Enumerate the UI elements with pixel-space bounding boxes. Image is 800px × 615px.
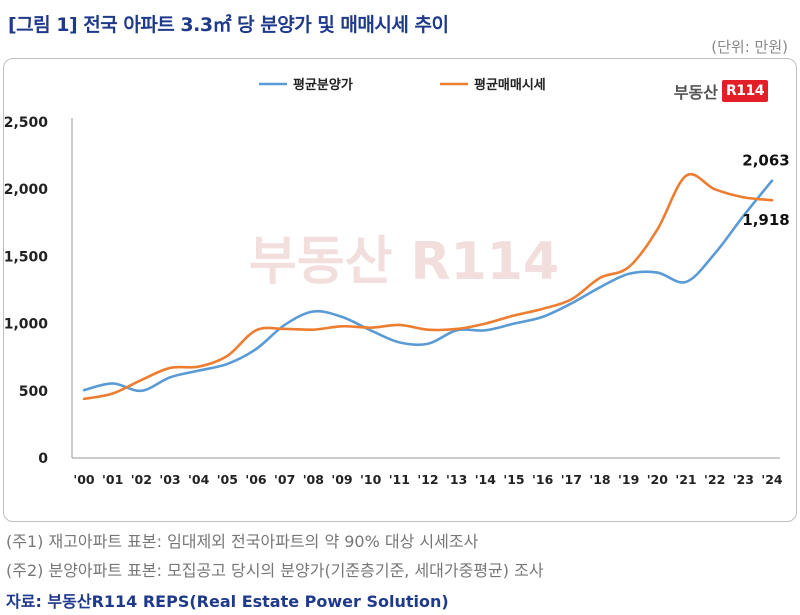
x-tick-label: '20 [647, 472, 669, 487]
x-tick-label: '02 [131, 472, 152, 487]
x-tick-label: '06 [245, 472, 267, 487]
y-tick-label: 1,000 [4, 317, 48, 333]
source-line: 자료: 부동산R114 REPS(Real Estate Power Solut… [6, 592, 449, 611]
watermark: 부동산 R114 [249, 232, 559, 292]
data-label: 1,918 [742, 211, 789, 229]
x-tick-label: '05 [217, 472, 238, 487]
data-label: 2,063 [742, 152, 789, 170]
x-tick-label: '10 [360, 472, 382, 487]
series-line-1 [82, 179, 774, 393]
x-tick-label: '23 [733, 472, 754, 487]
footnote-1: (주1) 재고아파트 표본: 임대제외 전국아파트의 약 90% 대상 시세조사 [6, 532, 479, 551]
x-tick-label: '15 [503, 472, 524, 487]
x-tick-label: '08 [303, 472, 324, 487]
x-tick-label: '09 [331, 472, 352, 487]
x-tick-label: '22 [704, 472, 725, 487]
footnote-2: (주2) 분양아파트 표본: 모집공고 당시의 분양가(기준층기준, 세대가중평… [6, 561, 544, 580]
logo-text: 부동산 [673, 83, 718, 102]
logo-badge: R114 [721, 80, 768, 102]
y-tick-label: 1,500 [4, 249, 48, 265]
line-chart: 부동산 R114 0 500 1,000 1,500 2,000 2,500 '00 '01 '0… [4, 77, 790, 487]
legend-label: 평균분양가 [293, 77, 353, 93]
x-tick-label: '07 [274, 472, 295, 487]
y-tick-label: 2,500 [4, 115, 48, 131]
x-tick-label: '14 [475, 472, 497, 487]
x-tick-label: '17 [561, 472, 582, 487]
x-tick-label: '00 [73, 472, 95, 487]
y-tick-label: 0 [38, 451, 48, 467]
x-tick-label: '04 [188, 472, 210, 487]
x-tick-label: '13 [446, 472, 467, 487]
y-tick-label: 500 [19, 384, 48, 400]
x-tick-label: '19 [618, 472, 639, 487]
x-tick-label: '16 [532, 472, 554, 487]
chart-panel: 부동산 R114 0 500 1,000 1,500 2,000 2,500 '00 '01 '0… [3, 58, 797, 522]
unit-label: (단위: 만원) [711, 38, 788, 56]
x-tick-label: '01 [102, 472, 123, 487]
r114-logo: 부동산 R114 [674, 79, 768, 103]
x-tick-label: '18 [589, 472, 610, 487]
series-line-2 [82, 172, 774, 401]
x-tick-label: '11 [389, 472, 410, 487]
chart-title: [그림 1] 전국 아파트 3.3㎡ 당 분양가 및 매매시세 추이 [8, 14, 449, 36]
x-tick-label: '12 [417, 472, 438, 487]
x-tick-label: '24 [761, 472, 783, 487]
y-tick-label: 2,000 [4, 182, 48, 198]
legend-label: 평균매매시세 [474, 77, 546, 93]
x-tick-label: '21 [675, 472, 696, 487]
x-tick-label: '03 [159, 472, 180, 487]
